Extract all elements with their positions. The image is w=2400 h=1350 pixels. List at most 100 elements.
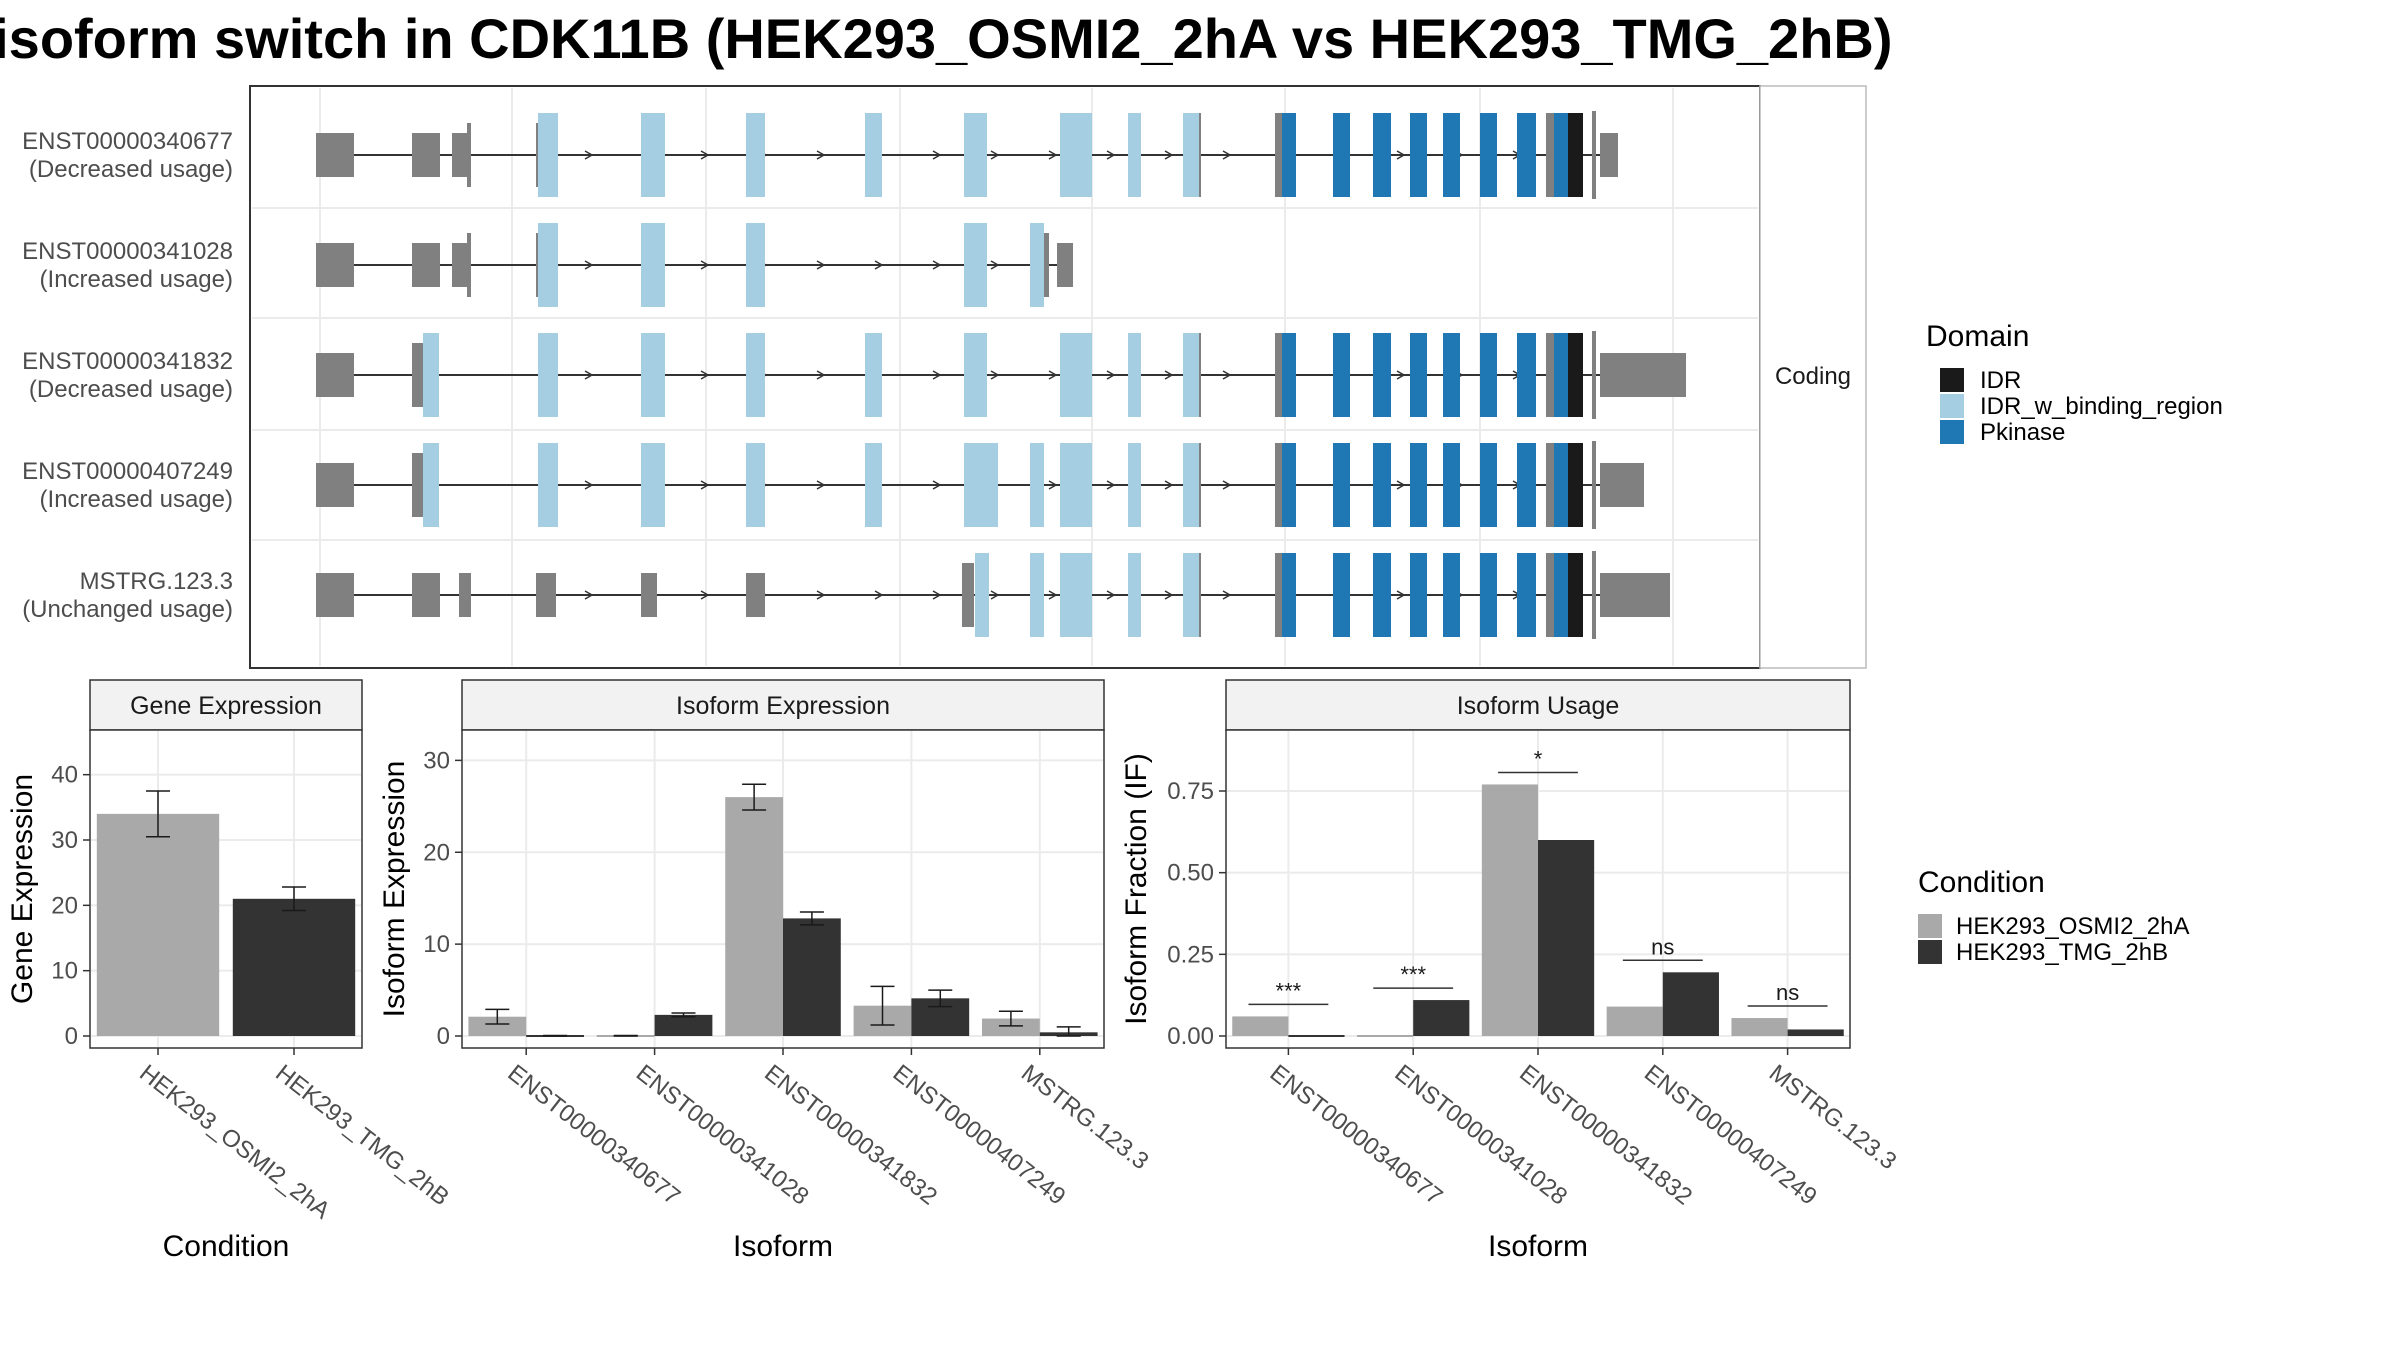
idr-binding-exon <box>964 223 987 307</box>
direction-arrow <box>700 370 710 380</box>
y-tick-label: 30 <box>51 827 78 854</box>
domain-legend-title: Domain <box>1926 320 2029 353</box>
bar <box>468 1016 527 1036</box>
direction-arrow <box>932 480 942 490</box>
bar <box>783 918 841 1036</box>
bar <box>1413 1000 1470 1036</box>
idr-binding-exon <box>1060 443 1092 527</box>
y-tick-label: 0.00 <box>1167 1023 1214 1050</box>
utr-tail <box>1600 353 1686 397</box>
pkinase-exon <box>1373 113 1391 197</box>
idr-binding-exon <box>538 333 558 417</box>
direction-arrow <box>1396 150 1406 160</box>
utr-exon-edge <box>1592 331 1596 419</box>
direction-arrow <box>816 260 826 270</box>
direction-arrow <box>1048 150 1058 160</box>
idr-binding-exon <box>1183 443 1199 527</box>
pkinase-exon <box>1282 443 1296 527</box>
utr-exon <box>419 453 423 517</box>
idr-binding-exon <box>1128 333 1141 417</box>
direction-arrow <box>1106 370 1116 380</box>
idr-binding-exon <box>865 113 882 197</box>
direction-arrow <box>584 480 594 490</box>
bar <box>654 1014 713 1036</box>
pkinase-exon <box>1443 333 1460 417</box>
pkinase-exon <box>1282 553 1296 637</box>
pkinase-exon <box>1282 333 1296 417</box>
domain-legend-label: Pkinase <box>1980 419 2065 446</box>
pkinase-exon <box>1443 443 1460 527</box>
idr-binding-exon <box>1060 113 1092 197</box>
utr-exon-edge <box>1592 111 1596 199</box>
significance-label: * <box>1534 746 1543 771</box>
utr-exon-edge <box>1546 553 1554 637</box>
pkinase-exon <box>1333 553 1350 637</box>
utr-exon <box>412 343 420 407</box>
isoform-label: ENST00000340677 <box>22 128 233 155</box>
pkinase-exon <box>1373 443 1391 527</box>
direction-arrow <box>1396 480 1406 490</box>
direction-arrow <box>700 590 710 600</box>
utr-exon <box>316 243 354 287</box>
strip-label: Coding <box>1775 363 1851 390</box>
panel-strip <box>461 679 1105 731</box>
utr-exon <box>459 573 471 617</box>
pkinase-exon <box>1333 443 1350 527</box>
pkinase-exon <box>1410 333 1427 417</box>
pkinase-exon <box>1480 443 1497 527</box>
idr-binding-exon <box>746 443 765 527</box>
bar <box>1538 840 1595 1036</box>
isoform-usage-label: (Increased usage) <box>40 266 233 293</box>
y-tick-label: 30 <box>423 747 450 774</box>
idr-binding-exon <box>1060 333 1092 417</box>
domain-legend-swatch <box>1940 394 1964 418</box>
utr-exon <box>1057 243 1073 287</box>
bar <box>96 813 220 1036</box>
isoform-label: ENST00000341832 <box>22 348 233 375</box>
utr-exon-edge <box>1546 113 1554 197</box>
isoform-usage-label: (Increased usage) <box>40 486 233 513</box>
pkinase-exon <box>1554 443 1571 527</box>
panel-strip <box>89 679 363 731</box>
idr-binding-exon <box>1128 113 1141 197</box>
idr-binding-exon <box>975 553 989 637</box>
y-tick-label: 0.25 <box>1167 941 1214 968</box>
idr-binding-exon <box>538 113 558 197</box>
utr-exon <box>412 573 440 617</box>
isoform-usage-label: (Unchanged usage) <box>22 596 233 623</box>
direction-arrow <box>874 260 884 270</box>
direction-arrow <box>932 260 942 270</box>
significance-label: *** <box>1400 962 1426 987</box>
idr-binding-exon <box>423 443 439 527</box>
idr-binding-exon <box>1128 443 1141 527</box>
isoform-label: ENST00000341028 <box>22 238 233 265</box>
significance-label: ns <box>1776 980 1799 1005</box>
pkinase-exon <box>1410 443 1427 527</box>
utr-exon <box>412 453 420 517</box>
pkinase-exon <box>1333 113 1350 197</box>
idr-exon <box>1568 553 1583 637</box>
idr-binding-exon <box>538 443 558 527</box>
y-tick-label: 40 <box>51 762 78 789</box>
condition-legend-swatch <box>1918 914 1942 938</box>
y-tick-label: 0 <box>437 1023 450 1050</box>
direction-arrow <box>932 370 942 380</box>
idr-binding-exon <box>746 113 765 197</box>
direction-arrow <box>932 590 942 600</box>
utr-exon <box>316 463 354 507</box>
idr-binding-exon <box>1183 113 1199 197</box>
pkinase-exon <box>1282 113 1296 197</box>
condition-legend-swatch <box>1918 940 1942 964</box>
y-axis-title: Gene Expression <box>6 774 39 1004</box>
isoform-label: ENST00000407249 <box>22 458 233 485</box>
direction-arrow <box>1164 150 1174 160</box>
utr-tail <box>1600 463 1644 507</box>
direction-arrow <box>1164 370 1174 380</box>
idr-binding-exon <box>964 443 998 527</box>
bar <box>1232 1016 1289 1036</box>
utr-exon <box>467 123 471 187</box>
utr-exon <box>452 133 468 177</box>
utr-tail <box>1600 573 1670 617</box>
